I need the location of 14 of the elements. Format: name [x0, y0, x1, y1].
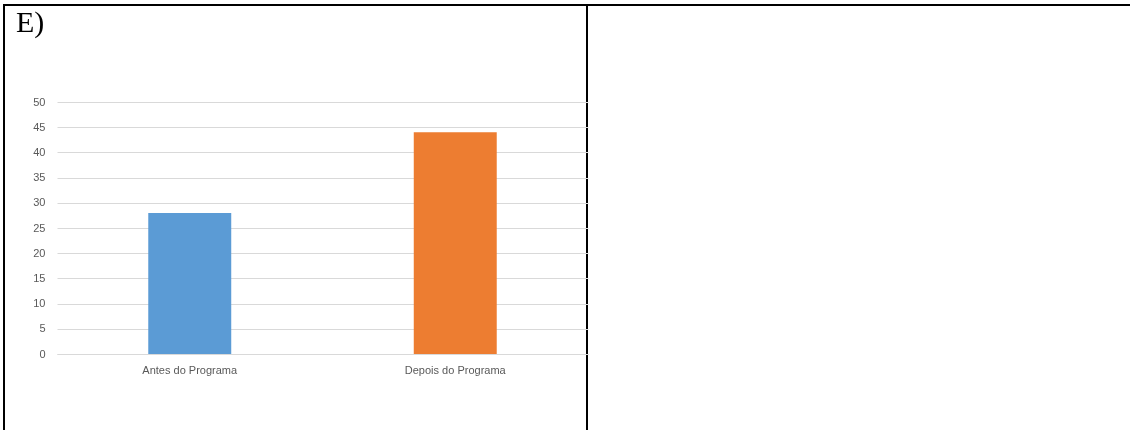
x-tick-label: Antes do Programa [142, 363, 239, 376]
y-tick-label: 15 [33, 271, 46, 284]
y-tick-label: 0 [39, 347, 46, 360]
y-tick-label: 50 [33, 95, 46, 108]
y-tick-label: 30 [33, 196, 46, 209]
y-tick-label: 10 [33, 297, 46, 310]
chart-title: E) [16, 5, 45, 39]
y-tick-label: 5 [39, 322, 46, 335]
y-tick-label: 25 [33, 221, 46, 234]
y-tick-label: 20 [33, 246, 46, 259]
x-tick-label: Depois do Programa [404, 363, 507, 376]
y-tick-label: 45 [33, 120, 46, 133]
y-tick-label: 40 [33, 145, 46, 158]
y-tick-label: 35 [33, 171, 46, 184]
